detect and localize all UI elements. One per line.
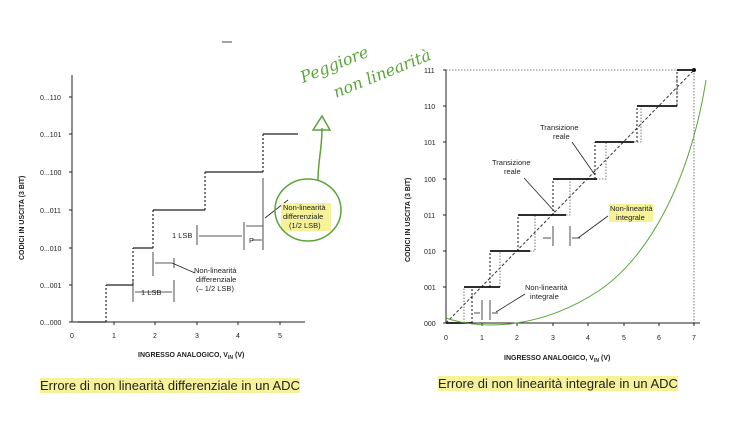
left-lsb-mid-label: 1 LSB bbox=[172, 231, 192, 240]
right-real-risers bbox=[471, 70, 678, 323]
left-highlight-box bbox=[281, 203, 331, 231]
right-xtick-2: 2 bbox=[515, 335, 519, 342]
right-nli-left-marks bbox=[474, 300, 498, 320]
caption-integral: Errore di non linearità integrale in un … bbox=[438, 376, 678, 391]
left-nl-diff-pos-line3: (1/2 LSB) bbox=[289, 221, 321, 230]
left-xtick-3: 3 bbox=[195, 333, 199, 340]
right-highlight-box bbox=[609, 204, 653, 222]
right-trans-a-line1: Transizione bbox=[540, 123, 579, 132]
right-ytick-0: 000 bbox=[424, 321, 436, 328]
left-ytick-2: 0...010 bbox=[40, 246, 62, 253]
left-dimension-lines bbox=[132, 178, 289, 302]
left-nl-diff-pos-line1: Non-linearità bbox=[283, 203, 326, 212]
left-ytick-6: 0...110 bbox=[40, 95, 61, 102]
right-xtick-6: 6 bbox=[657, 335, 661, 342]
left-staircase bbox=[78, 133, 298, 323]
left-xtick-5: 5 bbox=[278, 333, 282, 340]
caption-differential-text: Errore di non linearità differenziale in… bbox=[40, 378, 300, 393]
left-nl-diff-neg-line1: Non-linearità bbox=[194, 266, 237, 275]
right-ytick-2: 010 bbox=[424, 249, 436, 256]
right-trans-a-line2: reale bbox=[553, 132, 570, 141]
right-nli-right-pointer bbox=[577, 215, 609, 239]
right-xtick-5: 5 bbox=[622, 335, 626, 342]
right-ideal-staircase bbox=[463, 70, 678, 323]
green-circle-annotation bbox=[274, 178, 342, 242]
left-ytick-4: 0...100 bbox=[40, 170, 62, 177]
left-nl-diff-pos-line2: differenziale bbox=[283, 212, 323, 221]
left-xtick-2: 2 bbox=[153, 333, 157, 340]
right-ytick-3: 011 bbox=[424, 213, 435, 220]
left-x-ticks bbox=[113, 322, 281, 325]
left-lsb-bottom-label: 1 LSB bbox=[141, 288, 161, 297]
right-nli-right-marks bbox=[543, 226, 580, 246]
left-nl-diff-neg-line3: (– 1/2 LSB) bbox=[196, 284, 234, 293]
right-nli-right-line2: integrale bbox=[616, 213, 645, 222]
right-ytick-1: 001 bbox=[424, 285, 436, 292]
left-ytick-0: 0...000 bbox=[40, 320, 62, 327]
right-xtick-3: 3 bbox=[551, 335, 555, 342]
right-trans-a-pointer bbox=[571, 141, 596, 176]
right-y-ticks bbox=[443, 69, 446, 324]
left-ytick-3: 0...011 bbox=[40, 208, 61, 215]
right-ytick-7: 111 bbox=[424, 68, 435, 75]
right-ytick-6: 110 bbox=[424, 104, 435, 111]
right-nli-right-line1: Non-linearità bbox=[610, 204, 653, 213]
right-nli-left-line2: integrale bbox=[530, 292, 559, 301]
right-real-staircase bbox=[446, 69, 694, 324]
caption-differential: Errore di non linearità differenziale in… bbox=[40, 378, 300, 393]
right-xtick-7: 7 bbox=[692, 335, 696, 342]
right-xtick-1: 1 bbox=[480, 335, 484, 342]
right-trans-b-line2: reale bbox=[504, 167, 521, 176]
right-x-axis-label: INGRESSO ANALOGICO, VIN (V) bbox=[504, 355, 610, 364]
right-nli-left-pointer bbox=[495, 293, 526, 313]
left-ytick-1: 0...001 bbox=[40, 283, 62, 290]
left-diagram: 0...000 0...001 0...010 0...011 0...100 … bbox=[19, 41, 434, 361]
left-p-marker: P bbox=[249, 236, 254, 245]
right-ytick-4: 100 bbox=[424, 177, 436, 184]
left-nl-diff-neg-line2: differenziale bbox=[196, 275, 236, 284]
left-staircase-risers bbox=[105, 134, 264, 322]
left-xtick-1: 1 bbox=[112, 333, 116, 340]
right-xtick-0: 0 bbox=[444, 335, 448, 342]
caption-integral-text: Errore di non linearità integrale in un … bbox=[438, 376, 678, 391]
right-trans-b-pointer bbox=[523, 177, 556, 213]
right-diagram: 000 001 010 011 100 101 110 111 0 1 2 3 … bbox=[405, 68, 707, 364]
right-x-ticks bbox=[481, 323, 695, 326]
left-y-ticks bbox=[69, 96, 72, 323]
right-xtick-4: 4 bbox=[586, 335, 590, 342]
right-green-curve bbox=[445, 79, 707, 326]
right-trans-b-line1: Transizione bbox=[492, 158, 531, 167]
left-y-axis-label: CODICI IN USCITA (3 BIT) bbox=[19, 176, 26, 260]
green-arrow-head bbox=[311, 114, 332, 131]
left-xtick-4: 4 bbox=[236, 333, 240, 340]
left-x-axis-label: INGRESSO ANALOGICO, VIN (V) bbox=[138, 352, 244, 361]
right-nli-left-line1: Non-linearità bbox=[525, 283, 568, 292]
left-ytick-5: 0...101 bbox=[40, 132, 62, 139]
left-xtick-0: 0 bbox=[70, 333, 74, 340]
right-y-axis-label: CODICI IN USCITA (3 BIT) bbox=[405, 178, 412, 262]
green-arrow-shaft bbox=[317, 127, 323, 181]
right-ytick-5: 101 bbox=[424, 140, 436, 147]
right-endpoint-dot bbox=[692, 68, 696, 72]
